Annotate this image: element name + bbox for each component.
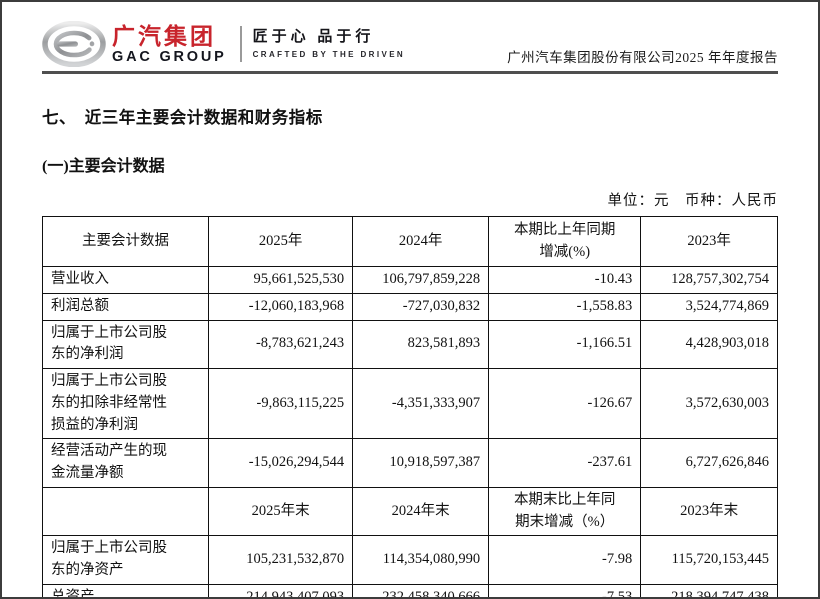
value-cell-change: -1,166.51 [488, 319, 642, 369]
table-row-operating-cash-flow: 经营活动产生的现 金流量净额 -15,026,294,544 10,918,59… [41, 438, 778, 488]
table-row-total-profit: 利润总额 -12,060,183,968 -727,030,832 -1,558… [41, 292, 778, 321]
brand-tagline: 匠于心 品于行 CRAFTED BY THE DRIVEN [253, 29, 405, 59]
header-rule [42, 71, 778, 74]
value-cell-2023: 6,727,626,846 [640, 438, 778, 488]
header-cell-2023: 2023年 [640, 216, 778, 267]
value-cell-2023: 3,572,630,003 [640, 367, 778, 440]
header-cell-metric: 主要会计数据 [41, 216, 210, 267]
value-cell-2024: 114,354,080,990 [352, 535, 490, 585]
value-cell-change: -7.98 [488, 535, 642, 585]
value-cell-2025: -8,783,621,243 [208, 319, 354, 369]
metric-label-cell: 营业收入 [41, 266, 210, 294]
header-cell-end-change: 本期末比上年同 期末增减（%） [488, 486, 642, 537]
value-cell-change: -10.43 [488, 266, 642, 294]
value-cell-2024: 10,918,597,387 [352, 438, 490, 488]
value-cell-2025: 105,231,532,870 [208, 535, 354, 585]
value-cell-2025: 214,943,407,093 [208, 583, 354, 597]
value-cell-change: -237.61 [488, 438, 642, 488]
page-header: 广汽集团 GAC GROUP 匠于心 品于行 CRAFTED BY THE DR… [42, 20, 778, 68]
value-cell-2024: 106,797,859,228 [352, 266, 490, 294]
header-cell-2025: 2025年 [208, 216, 354, 267]
header-cell-2025-end: 2025年末 [208, 486, 354, 537]
value-cell-2025: -15,026,294,544 [208, 438, 354, 488]
header-cell-2023-end: 2023年末 [640, 486, 778, 537]
value-cell-change: -7.53 [488, 583, 642, 597]
section-title: 七、 近三年主要会计数据和财务指标 [42, 108, 323, 127]
metric-label-cell: 经营活动产生的现 金流量净额 [41, 438, 210, 488]
brand-name-en: GAC GROUP [112, 48, 227, 65]
value-cell-2023: 128,757,302,754 [640, 266, 778, 294]
tagline-cn: 匠于心 品于行 [252, 29, 375, 46]
table-row-operating-revenue: 营业收入 95,661,525,530 106,797,859,228 -10.… [41, 266, 778, 294]
unit-note: 单位：元 币种：人民币 [607, 193, 778, 209]
value-cell-2025: 95,661,525,530 [208, 266, 354, 294]
table-row-net-profit-attributable: 归属于上市公司股 东的净利润 -8,783,621,243 823,581,89… [41, 319, 778, 369]
metric-label-cell: 利润总额 [41, 292, 210, 321]
brand-divider [239, 26, 242, 62]
value-cell-2024: -4,351,333,907 [352, 367, 490, 440]
value-cell-2024: 823,581,893 [352, 319, 490, 369]
metric-label-cell: 归属于上市公司股 东的扣除非经常性 损益的净利润 [41, 367, 210, 440]
metric-label-cell: 总资产 [41, 583, 210, 597]
value-cell-2023: 115,720,153,445 [640, 535, 778, 585]
table-row-net-profit-deducting-nonrecurring: 归属于上市公司股 东的扣除非经常性 损益的净利润 -9,863,115,225 … [41, 367, 778, 440]
value-cell-2025: -12,060,183,968 [208, 292, 354, 321]
value-cell-2025: -9,863,115,225 [208, 367, 354, 440]
gac-logo-icon [42, 21, 106, 67]
table-row-net-assets-attributable: 归属于上市公司股 东的净资产 105,231,532,870 114,354,0… [41, 535, 778, 585]
brand-block: 广汽集团 GAC GROUP 匠于心 品于行 CRAFTED BY THE DR… [42, 21, 405, 67]
value-cell-2024: -727,030,832 [352, 292, 490, 321]
brand-text: 广汽集团 GAC GROUP [112, 24, 227, 65]
table-header-row-annual: 主要会计数据 2025年 2024年 本期比上年同期 增减(%) 2023年 [41, 216, 778, 267]
value-cell-2023: 3,524,774,869 [640, 292, 778, 321]
header-cell-2024: 2024年 [352, 216, 490, 267]
brand-name-cn: 广汽集团 [112, 22, 216, 49]
value-cell-2023: 4,428,903,018 [640, 319, 778, 369]
metric-label-cell: 归属于上市公司股 东的净利润 [41, 319, 210, 369]
value-cell-change: -1,558.83 [488, 292, 642, 321]
tagline-en: CRAFTED BY THE DRIVEN [252, 49, 406, 59]
table-row-total-assets: 总资产 214,943,407,093 232,458,340,666 -7.5… [41, 583, 778, 597]
header-cell-change: 本期比上年同期 增减(%) [488, 216, 642, 267]
header-cell-empty [41, 486, 210, 537]
subsection-title: (一)主要会计数据 [42, 158, 165, 175]
report-title: 广州汽车集团股份有限公司2025 年年度报告 [507, 50, 778, 65]
value-cell-change: -126.67 [488, 367, 642, 440]
table-header-row-period-end: 2025年末 2024年末 本期末比上年同 期末增减（%） 2023年末 [41, 486, 778, 537]
value-cell-2024: 232,458,340,666 [352, 583, 490, 597]
financial-data-table: 主要会计数据 2025年 2024年 本期比上年同期 增减(%) 2023年 营… [41, 216, 778, 597]
metric-label-cell: 归属于上市公司股 东的净资产 [41, 535, 210, 585]
header-cell-2024-end: 2024年末 [352, 486, 490, 537]
value-cell-2023: 218,394,747,438 [640, 583, 778, 597]
